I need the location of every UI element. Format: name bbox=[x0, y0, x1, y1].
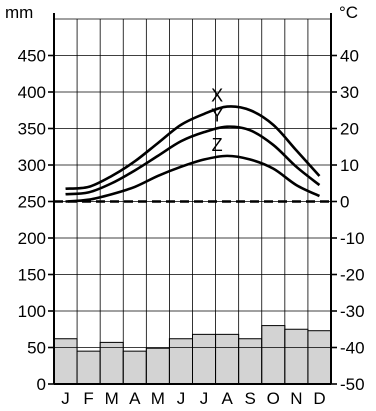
series-label-z: Z bbox=[212, 135, 223, 155]
month-label: O bbox=[267, 389, 280, 408]
right-tick-label: -50 bbox=[340, 375, 365, 394]
right-tick-label: 0 bbox=[340, 193, 349, 212]
month-label: F bbox=[83, 389, 93, 408]
precipitation-bar bbox=[99, 341, 124, 385]
right-tick-label: 40 bbox=[340, 47, 359, 66]
month-label: A bbox=[221, 389, 233, 408]
series-label-x: X bbox=[211, 86, 223, 106]
month-label: M bbox=[151, 389, 165, 408]
month-label: S bbox=[245, 389, 256, 408]
left-tick-label: 450 bbox=[18, 47, 46, 66]
right-tick-label: 10 bbox=[340, 156, 359, 175]
right-tick-label: -40 bbox=[340, 339, 365, 358]
month-label: J bbox=[200, 389, 209, 408]
precipitation-bar bbox=[192, 333, 217, 385]
precipitation-bar bbox=[307, 330, 332, 385]
left-tick-label: 100 bbox=[18, 302, 46, 321]
left-tick-label: 350 bbox=[18, 120, 46, 139]
precipitation-bar bbox=[215, 333, 240, 385]
month-label: J bbox=[61, 389, 70, 408]
left-tick-label: 200 bbox=[18, 229, 46, 248]
month-label: M bbox=[105, 389, 119, 408]
temperature-line-z bbox=[65, 154, 321, 203]
month-label: J bbox=[177, 389, 186, 408]
left-tick-label: 50 bbox=[27, 339, 46, 358]
precipitation-bar bbox=[53, 338, 78, 385]
precipitation-bar bbox=[145, 347, 170, 385]
left-axis-unit: mm bbox=[5, 3, 33, 22]
series-label-y: Y bbox=[211, 106, 223, 126]
right-tick-label: 20 bbox=[340, 120, 359, 139]
temperature-line-x bbox=[65, 105, 321, 191]
left-tick-label: 0 bbox=[37, 375, 46, 394]
right-axis-unit: °C bbox=[339, 3, 358, 22]
precipitation-bar bbox=[284, 328, 309, 385]
left-tick-label: 400 bbox=[18, 83, 46, 102]
plot-area: 050100150200250300350400450-50-40-30-20-… bbox=[18, 13, 365, 408]
left-tick-label: 250 bbox=[18, 193, 46, 212]
month-label: N bbox=[290, 389, 302, 408]
right-tick-label: -10 bbox=[340, 229, 365, 248]
precipitation-bar bbox=[76, 350, 101, 385]
precipitation-bar bbox=[238, 338, 263, 385]
left-tick-label: 150 bbox=[18, 266, 46, 285]
left-tick-label: 300 bbox=[18, 156, 46, 175]
right-tick-label: 30 bbox=[340, 83, 359, 102]
month-label: D bbox=[313, 389, 325, 408]
right-tick-label: -30 bbox=[340, 302, 365, 321]
precipitation-bar bbox=[168, 338, 194, 385]
precipitation-bar bbox=[122, 350, 147, 385]
right-tick-label: -20 bbox=[340, 266, 365, 285]
precipitation-bar bbox=[261, 325, 286, 385]
month-label: A bbox=[129, 389, 141, 408]
temperature-line-y bbox=[65, 125, 321, 196]
